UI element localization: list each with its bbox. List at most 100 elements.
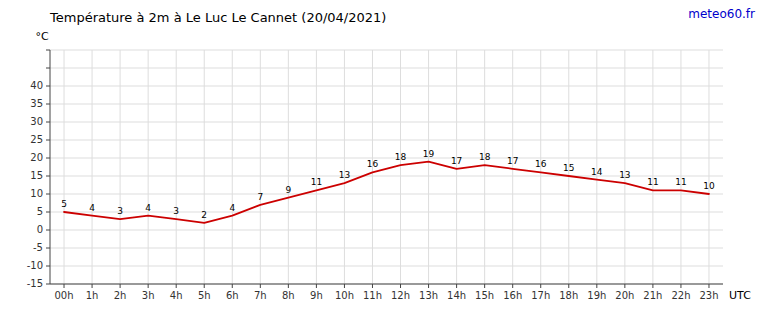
grid-line-y	[50, 194, 723, 195]
x-tick-label: 22h	[671, 290, 690, 301]
grid-line-x	[652, 50, 653, 284]
x-tick-label: 7h	[254, 290, 267, 301]
x-tick-label: 2h	[114, 290, 127, 301]
x-tick	[148, 284, 149, 288]
grid-line-x	[680, 50, 681, 284]
y-tick-label: 30	[30, 116, 43, 127]
x-tick-label: 13h	[419, 290, 438, 301]
data-label: 13	[339, 170, 350, 180]
grid-line-y	[50, 284, 723, 285]
x-tick	[204, 284, 205, 288]
grid-line-x	[512, 50, 513, 284]
data-label: 5	[61, 199, 67, 209]
grid-line-y	[50, 230, 723, 231]
data-label: 4	[89, 203, 95, 213]
title: Température à 2m à Le Luc Le Cannet (20/…	[49, 10, 386, 25]
data-label: 19	[423, 149, 435, 159]
grid-line-x	[484, 50, 485, 284]
data-label: 14	[591, 167, 603, 177]
y-tick	[46, 104, 50, 105]
y-tick-label: 5	[37, 206, 43, 217]
y-tick	[46, 248, 50, 249]
x-tick-label: 6h	[226, 290, 239, 301]
y-tick	[46, 68, 50, 69]
y-tick	[46, 230, 50, 231]
x-tick-label: 10h	[335, 290, 354, 301]
grid-line-y	[50, 122, 723, 123]
x-tick-label: 16h	[503, 290, 522, 301]
x-tick-label: 19h	[587, 290, 606, 301]
x-tick-label: 9h	[310, 290, 323, 301]
grid-line-y	[50, 68, 723, 69]
grid-line-x	[400, 50, 401, 284]
x-tick-label: 15h	[475, 290, 494, 301]
y-tick	[46, 284, 50, 285]
data-label: 17	[451, 156, 462, 166]
x-tick-label: 18h	[559, 290, 578, 301]
x-tick	[484, 284, 485, 288]
data-label: 4	[229, 203, 235, 213]
grid-line-x	[204, 50, 205, 284]
x-tick	[428, 284, 429, 288]
x-tick-label: 8h	[282, 290, 295, 301]
x-tick-label: 12h	[391, 290, 410, 301]
x-tick	[400, 284, 401, 288]
grid-line-x	[288, 50, 289, 284]
x-tick	[596, 284, 597, 288]
x-tick	[652, 284, 653, 288]
x-tick-label: 14h	[447, 290, 466, 301]
x-tick	[344, 284, 345, 288]
data-label: 15	[563, 163, 574, 173]
x-tick-label: 23h	[699, 290, 718, 301]
watermark: meteo60.fr	[688, 7, 755, 21]
data-label: 7	[257, 192, 263, 202]
grid-line-y	[50, 266, 723, 267]
data-label: 3	[117, 206, 123, 216]
y-axis-line	[50, 50, 51, 284]
y-tick	[46, 122, 50, 123]
grid-line-y	[50, 140, 723, 141]
line	[64, 162, 709, 223]
x-tick	[288, 284, 289, 288]
y-tick	[46, 158, 50, 159]
y-tick-label: -15	[27, 278, 43, 289]
grid-line-x	[176, 50, 177, 284]
y-axis-label: °C	[35, 30, 49, 43]
data-label: 3	[173, 206, 179, 216]
data-label: 11	[647, 177, 658, 187]
x-tick-label: 00h	[54, 290, 73, 301]
data-label: 17	[507, 156, 518, 166]
x-tick	[624, 284, 625, 288]
data-label: 11	[311, 177, 322, 187]
x-tick	[680, 284, 681, 288]
data-label: 4	[145, 203, 151, 213]
y-tick-label: 40	[30, 80, 43, 91]
grid-line-x	[120, 50, 121, 284]
y-tick-label: -10	[27, 260, 43, 271]
data-labels: 543432479111316181917181716151413111110	[61, 149, 715, 220]
x-tick	[456, 284, 457, 288]
x-tick	[260, 284, 261, 288]
grid	[50, 50, 723, 284]
x-tick-label: 4h	[170, 290, 183, 301]
y-tick	[46, 140, 50, 141]
x-tick	[708, 284, 709, 288]
chart: -15-10-5051015202530354000h1h2h3h4h5h6h7…	[0, 0, 765, 320]
data-label: 13	[619, 170, 630, 180]
x-tick	[176, 284, 177, 288]
grid-line-x	[232, 50, 233, 284]
x-tick-label: 21h	[643, 290, 662, 301]
x-tick	[316, 284, 317, 288]
y-tick-label: 10	[30, 188, 43, 199]
y-tick	[46, 86, 50, 87]
y-tick-label: -5	[33, 242, 43, 253]
x-tick-label: 20h	[615, 290, 634, 301]
grid-line-y	[50, 50, 723, 51]
data-label: 10	[703, 181, 715, 191]
grid-line-y	[50, 248, 723, 249]
grid-line-x	[344, 50, 345, 284]
y-tick-label: 15	[30, 170, 43, 181]
y-tick-label: 20	[30, 152, 43, 163]
axes: -15-10-5051015202530354000h1h2h3h4h5h6h7…	[27, 50, 723, 301]
x-tick	[232, 284, 233, 288]
